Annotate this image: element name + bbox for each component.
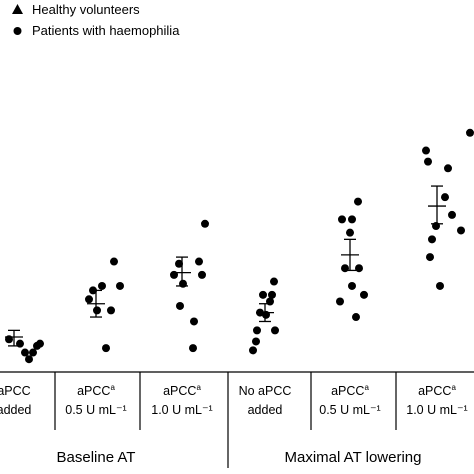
data-point — [466, 128, 474, 137]
data-point — [102, 344, 110, 353]
category-label-line2: 0.5 U mL⁻¹ — [319, 403, 380, 417]
data-points — [5, 128, 474, 364]
data-point — [195, 257, 203, 266]
data-point — [110, 257, 118, 266]
category-labels: aPCC added aPCCa 0.5 U mL⁻¹ aPCCa 1.0 U mL⁻¹ N… — [0, 383, 468, 466]
data-point — [352, 313, 360, 322]
data-point — [252, 337, 260, 346]
data-point — [341, 264, 349, 273]
category-label-superscript: a — [451, 383, 456, 392]
data-point — [436, 281, 444, 290]
data-point — [116, 281, 124, 290]
data-point — [179, 279, 187, 288]
data-point — [93, 306, 101, 315]
category-label-line2: 1.0 U mL⁻¹ — [406, 403, 467, 417]
category-label-line1: aPCCa — [418, 383, 456, 398]
data-point — [170, 270, 178, 279]
data-point — [107, 306, 115, 315]
data-point — [29, 348, 37, 357]
category-label-line1: No aPCC — [239, 384, 292, 398]
data-point — [268, 290, 276, 299]
data-point — [271, 326, 279, 335]
data-point — [36, 339, 44, 348]
data-point — [256, 308, 264, 317]
data-point — [424, 157, 432, 166]
data-point — [348, 281, 356, 290]
data-point — [441, 193, 449, 202]
data-point — [422, 146, 430, 155]
category-label-superscript: a — [364, 383, 369, 392]
data-point — [85, 295, 93, 304]
legend-label-healthy-volunteers: Healthy volunteers — [32, 2, 140, 17]
category-label-line2: 0.5 U mL⁻¹ — [65, 403, 126, 417]
category-label-line1: aPCCa — [163, 383, 201, 398]
data-point — [262, 310, 270, 319]
category-label-line2: 1.0 U mL⁻¹ — [151, 403, 212, 417]
category-label-superscript: a — [110, 383, 115, 392]
data-point — [355, 264, 363, 273]
data-point — [444, 164, 452, 173]
data-point — [336, 297, 344, 306]
data-point — [89, 286, 97, 295]
data-point — [25, 355, 33, 364]
legend: Healthy volunteers Patients with haemoph… — [12, 2, 180, 38]
legend-marker-circle — [13, 27, 22, 35]
data-point — [338, 215, 346, 224]
data-point — [249, 346, 257, 355]
data-point — [190, 317, 198, 326]
data-point — [428, 235, 436, 244]
data-point — [432, 222, 440, 231]
category-label-line1: aPCC — [0, 384, 31, 398]
data-point — [346, 228, 354, 237]
legend-label-patients-with-haemophilia: Patients with haemophilia — [32, 23, 180, 38]
data-point — [21, 348, 29, 357]
data-point — [354, 197, 362, 206]
data-point — [360, 290, 368, 299]
data-point — [98, 281, 106, 290]
data-point — [189, 344, 197, 353]
category-label-line2: added — [0, 403, 31, 417]
data-point — [175, 259, 183, 268]
legend-marker-triangle — [12, 4, 23, 14]
data-point — [348, 215, 356, 224]
data-point — [176, 301, 184, 310]
data-point — [457, 226, 465, 235]
data-point — [426, 253, 434, 262]
data-point — [253, 326, 261, 335]
data-point — [448, 210, 456, 219]
data-point — [266, 297, 274, 306]
data-point — [5, 335, 13, 344]
data-point — [259, 290, 267, 299]
category-label-superscript: a — [196, 383, 201, 392]
group-label: Maximal AT lowering — [285, 449, 422, 466]
group-label: Baseline AT — [57, 449, 136, 466]
data-point — [270, 277, 278, 286]
category-label-line1: aPCCa — [77, 383, 115, 398]
x-axis — [0, 371, 474, 468]
data-point — [198, 270, 206, 279]
data-point — [16, 339, 24, 348]
mean-error-bars — [5, 185, 446, 347]
category-label-line2: added — [248, 403, 283, 417]
category-label-line1: aPCCa — [331, 383, 369, 398]
data-point — [201, 219, 209, 228]
